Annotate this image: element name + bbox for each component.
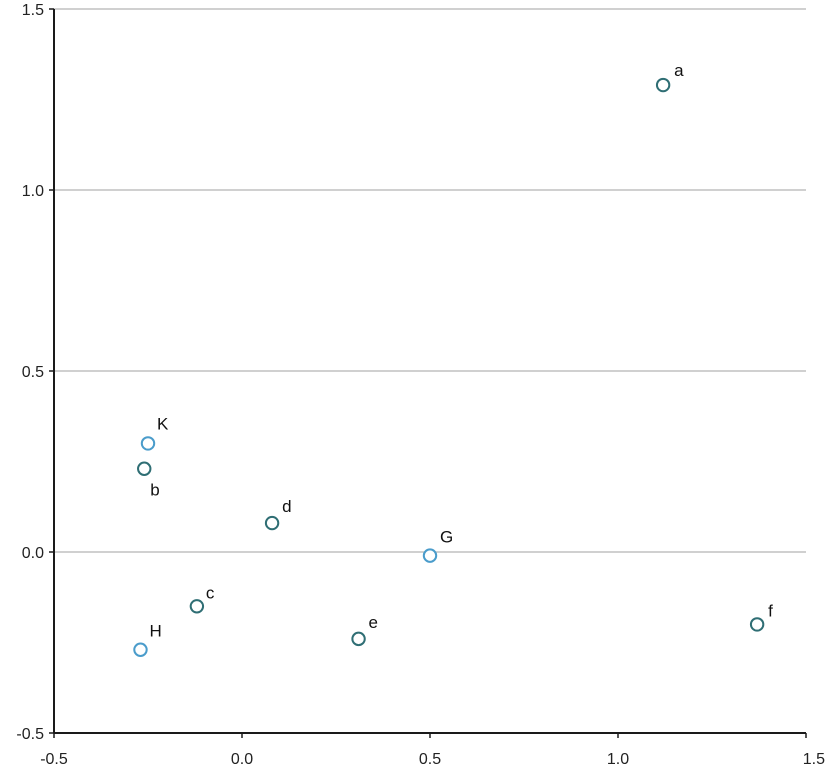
point-label-f: f	[768, 601, 773, 620]
point-label-K: K	[157, 414, 169, 433]
data-point-K	[140, 436, 156, 451]
point-label-a: a	[674, 61, 684, 80]
x-tick-label: 1.5	[803, 751, 825, 768]
data-point-a	[655, 77, 671, 93]
data-point-H	[133, 642, 148, 657]
point-label-H: H	[149, 622, 161, 641]
data-point-f	[749, 617, 765, 632]
point-label-d: d	[282, 497, 291, 516]
x-tick-label: 0.0	[231, 751, 253, 768]
data-point-G	[422, 548, 438, 563]
data-point-e	[351, 631, 366, 647]
y-tick-label: 0.0	[22, 545, 44, 562]
x-tick-label: 0.5	[419, 751, 441, 768]
data-point-c	[189, 599, 205, 614]
y-tick-label: -0.5	[16, 726, 44, 743]
point-label-b: b	[150, 481, 159, 500]
tick-labels: -0.5 0.0 0.5 1.0 1.5 -0.5 0.0 0.5 1.0 1.5	[16, 2, 825, 768]
y-tick-label: 0.5	[22, 364, 44, 381]
point-label-c: c	[206, 583, 215, 602]
data-points	[133, 77, 765, 657]
data-point-d	[264, 515, 280, 531]
axes	[49, 8, 807, 738]
grid-lines	[54, 8, 806, 553]
x-tick-label: -0.5	[40, 751, 68, 768]
y-tick-label: 1.5	[22, 2, 44, 19]
y-tick-label: 1.0	[22, 183, 44, 200]
data-point-b	[137, 461, 152, 476]
x-tick-label: 1.0	[607, 751, 629, 768]
point-labels: K G Ha b d c e f	[149, 61, 773, 641]
point-label-e: e	[369, 613, 378, 632]
point-label-G: G	[440, 528, 453, 547]
